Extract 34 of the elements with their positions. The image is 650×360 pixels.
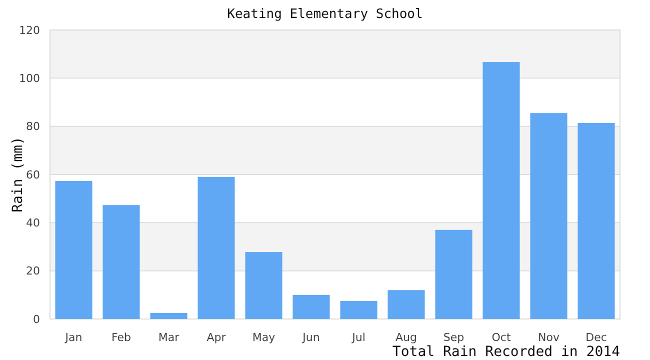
x-tick-label: Sep bbox=[443, 330, 464, 344]
bar bbox=[245, 252, 282, 319]
bar bbox=[55, 181, 92, 319]
y-tick-label: 0 bbox=[33, 312, 40, 326]
bar bbox=[150, 312, 188, 319]
bar bbox=[198, 176, 235, 319]
x-tick-label: Oct bbox=[492, 330, 512, 344]
y-tick-label: 60 bbox=[26, 168, 40, 182]
bar bbox=[482, 62, 520, 319]
y-tick-label: 20 bbox=[26, 264, 40, 278]
x-tick-label: Jan bbox=[64, 330, 82, 344]
x-tick-label: Nov bbox=[538, 330, 560, 344]
bar bbox=[435, 230, 472, 319]
x-tick-label: Jun bbox=[302, 330, 320, 344]
bar bbox=[388, 290, 425, 319]
x-tick-label: Feb bbox=[112, 330, 131, 344]
y-tick-label: 120 bbox=[19, 24, 40, 37]
x-tick-label: Dec bbox=[586, 330, 607, 344]
bar bbox=[530, 113, 568, 319]
bar bbox=[340, 300, 378, 319]
y-tick-label: 40 bbox=[26, 216, 40, 230]
x-tick-label: Apr bbox=[206, 330, 226, 344]
chart-title: Keating Elementary School bbox=[227, 7, 423, 22]
bar bbox=[578, 122, 615, 319]
bar bbox=[102, 205, 140, 319]
bar bbox=[292, 294, 330, 319]
x-tick-label: Aug bbox=[396, 330, 417, 344]
x-axis-title: Total Rain Recorded in 2014 bbox=[392, 344, 620, 360]
x-tick-label: May bbox=[252, 330, 276, 344]
x-tick-label: Jul bbox=[351, 330, 366, 344]
y-tick-label: 80 bbox=[26, 120, 40, 134]
x-tick-label: Mar bbox=[158, 330, 180, 344]
y-axis-title: Rain (mm) bbox=[10, 136, 26, 212]
y-tick-label: 100 bbox=[19, 72, 40, 86]
